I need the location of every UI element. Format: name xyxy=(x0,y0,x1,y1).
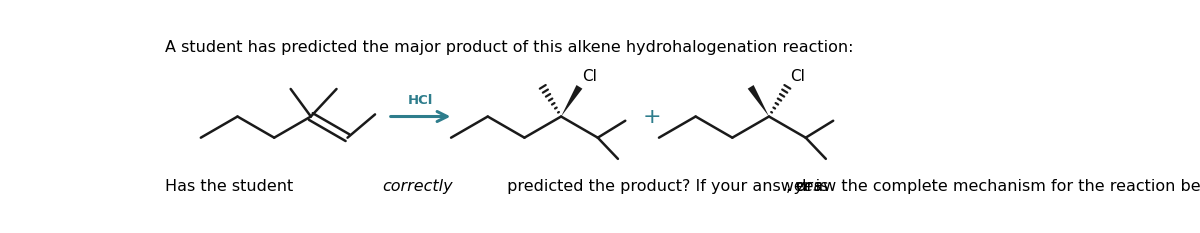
Text: yes: yes xyxy=(794,178,822,194)
Polygon shape xyxy=(562,85,582,116)
Text: , draw the complete mechanism for the reaction below.: , draw the complete mechanism for the re… xyxy=(786,178,1200,194)
Text: Cl: Cl xyxy=(791,69,805,84)
Text: correctly: correctly xyxy=(383,178,454,194)
Text: A student has predicted the major product of this alkene hydrohalogenation react: A student has predicted the major produc… xyxy=(164,40,853,55)
Text: predicted the product? If your answer is: predicted the product? If your answer is xyxy=(502,178,833,194)
Text: Cl: Cl xyxy=(582,69,598,84)
Text: HCl: HCl xyxy=(408,94,433,107)
Polygon shape xyxy=(748,85,769,116)
Text: +: + xyxy=(643,106,661,127)
Text: Has the student: Has the student xyxy=(164,178,298,194)
